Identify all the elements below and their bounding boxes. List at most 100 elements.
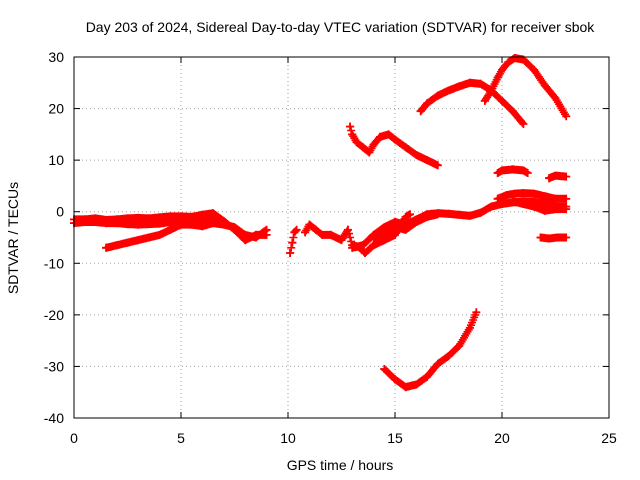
data-point — [444, 209, 453, 218]
data-point — [423, 156, 432, 165]
series-track-13 — [545, 171, 571, 183]
series-track-10 — [480, 54, 571, 121]
y-tick-label: -10 — [44, 255, 64, 271]
data-point — [498, 65, 506, 74]
data-point — [530, 202, 539, 211]
data-point — [562, 172, 571, 181]
data-point — [102, 219, 111, 228]
data-point — [412, 218, 421, 226]
data-point — [401, 225, 410, 234]
data-point — [286, 249, 295, 257]
data-point — [91, 218, 100, 226]
y-tick-label: -30 — [44, 358, 64, 374]
data-point — [305, 220, 314, 229]
series-track-5 — [301, 210, 414, 257]
data-point — [523, 169, 532, 177]
y-tick-label: 30 — [48, 49, 64, 65]
y-tick-label: 20 — [48, 101, 64, 117]
data-point — [476, 79, 485, 88]
chart-title: Day 203 of 2024, Sidereal Day-to-day VTE… — [86, 19, 596, 35]
data-point — [346, 122, 355, 131]
data-point — [112, 219, 121, 228]
data-point — [465, 323, 474, 332]
data-point — [358, 143, 367, 152]
data-point — [134, 220, 143, 229]
data-point — [519, 166, 528, 175]
data-point — [384, 130, 393, 139]
data-point — [480, 96, 489, 105]
data-point — [288, 238, 297, 247]
data-point — [540, 192, 549, 201]
data-point — [123, 220, 132, 229]
data-point — [540, 81, 549, 90]
data-point — [423, 99, 432, 108]
data-point — [369, 140, 378, 149]
data-point — [401, 143, 410, 152]
series-markers — [416, 78, 527, 127]
data-point — [326, 230, 335, 239]
data-point — [433, 359, 442, 368]
data-point — [337, 236, 346, 245]
data-point — [166, 218, 175, 226]
data-point — [343, 225, 352, 234]
data-point — [134, 236, 143, 245]
series-track-14 — [493, 189, 571, 203]
y-axis-label: SDTVAR / TECUs — [5, 182, 21, 294]
data-point — [416, 107, 425, 116]
data-point — [251, 233, 260, 242]
x-tick-label: 20 — [494, 430, 510, 446]
data-point — [551, 194, 560, 203]
data-point — [318, 230, 327, 239]
x-tick-label: 15 — [387, 430, 403, 446]
y-tick-label: 10 — [48, 152, 64, 168]
data-point — [455, 341, 464, 350]
data-point — [562, 194, 571, 203]
data-point — [292, 225, 301, 234]
data-point — [444, 86, 453, 95]
data-point — [553, 233, 562, 242]
series-track-3 — [102, 219, 271, 252]
data-point — [369, 241, 378, 250]
data-point — [519, 189, 528, 198]
data-point — [369, 233, 378, 242]
data-point — [465, 211, 474, 220]
data-point — [519, 120, 528, 128]
data-point — [545, 234, 554, 243]
data-point — [219, 220, 228, 229]
data-point — [380, 236, 389, 245]
data-point — [455, 210, 464, 219]
data-point — [510, 54, 519, 62]
data-point — [401, 383, 410, 392]
data-point — [433, 161, 442, 170]
data-point — [433, 210, 442, 219]
data-point — [551, 171, 560, 180]
data-point — [123, 238, 132, 247]
data-series — [70, 54, 571, 392]
data-point — [155, 219, 164, 228]
data-point — [498, 200, 506, 208]
data-point — [493, 169, 502, 177]
data-point — [508, 165, 517, 174]
data-point — [166, 225, 175, 234]
data-point — [301, 228, 310, 237]
data-point — [493, 194, 502, 203]
data-point — [391, 135, 399, 144]
data-point — [551, 94, 560, 103]
x-axis-ticks: 0 5 10 15 20 25 — [70, 57, 617, 446]
data-point — [209, 219, 218, 228]
data-point — [361, 249, 369, 257]
data-point — [209, 209, 218, 218]
series-track-15 — [508, 197, 571, 215]
series-track-4 — [286, 225, 301, 257]
series-track-11 — [380, 308, 481, 392]
data-point — [134, 213, 143, 222]
y-tick-label: -40 — [44, 410, 64, 426]
y-tick-label: -20 — [44, 307, 64, 323]
data-point — [198, 222, 207, 231]
data-point — [155, 230, 164, 239]
data-point — [540, 206, 549, 215]
data-point — [562, 112, 571, 121]
data-point — [551, 205, 560, 214]
series-track-12 — [493, 165, 532, 177]
